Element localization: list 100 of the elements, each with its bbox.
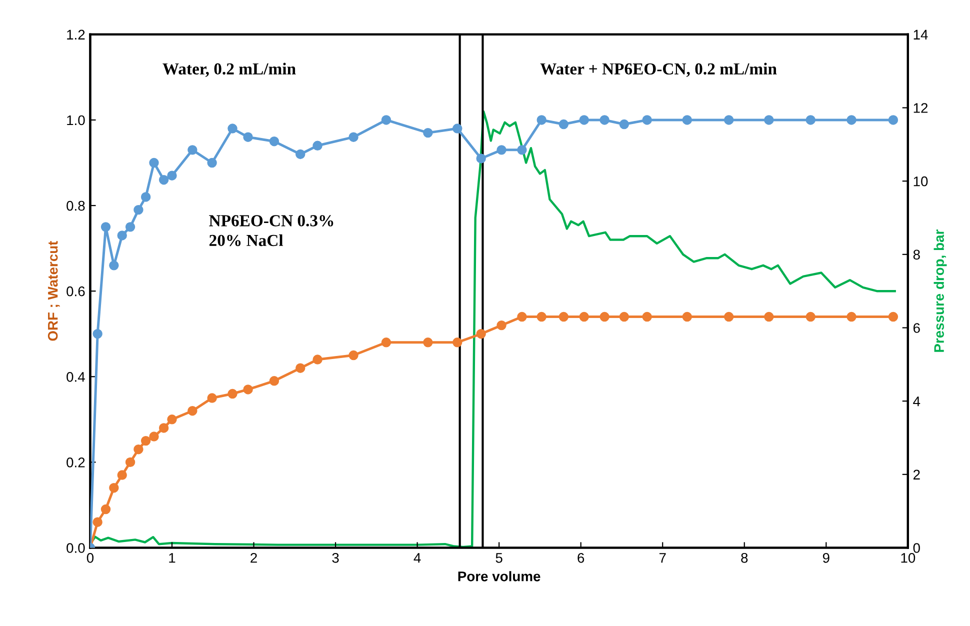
point (536, 312, 546, 322)
x-tick-label: 4 (414, 553, 421, 563)
point (228, 388, 238, 399)
point (846, 115, 856, 125)
point (207, 393, 217, 403)
point (452, 124, 462, 134)
point (125, 222, 136, 232)
y2-tick-label: 8 (913, 250, 920, 260)
x-tick-label: 9 (822, 552, 830, 563)
point (619, 312, 630, 322)
point (381, 115, 392, 125)
point (536, 115, 546, 125)
point (243, 132, 253, 142)
point (600, 312, 610, 322)
point (888, 312, 898, 322)
point (92, 329, 102, 339)
point (682, 115, 692, 125)
point (117, 470, 127, 480)
annotation: Water + NP6EO-CN, 0.2 mL/min (540, 62, 777, 77)
x-tick-label: 3 (332, 552, 339, 563)
point (92, 517, 102, 527)
x-tick-label: 6 (578, 552, 584, 563)
point (188, 145, 198, 155)
point (117, 230, 127, 240)
point (682, 312, 692, 322)
y2-axis-title: Pressure drop, bar (934, 230, 947, 352)
annotation: NP6EO-CN 0.3% 20% NaCl (209, 215, 334, 246)
point (806, 312, 816, 322)
point (109, 260, 119, 270)
x-tick-label: 7 (659, 553, 666, 563)
y-tick-label: 0.0 (66, 543, 85, 553)
point (167, 170, 177, 180)
point (243, 384, 253, 394)
point (846, 312, 856, 322)
point (228, 124, 238, 134)
point (642, 115, 652, 125)
point (134, 204, 144, 215)
point (296, 363, 306, 373)
x-tick-label: 10 (901, 552, 916, 563)
x-tick-label: 5 (496, 553, 502, 563)
point (296, 149, 306, 160)
y2-tick-label: 2 (913, 470, 920, 480)
y-tick-label: 0.4 (66, 372, 85, 382)
point (724, 115, 734, 125)
point (167, 414, 177, 424)
y2-tick-label: 6 (913, 323, 920, 333)
point (558, 119, 569, 130)
point (312, 140, 322, 151)
point (579, 312, 589, 322)
point (100, 504, 111, 514)
y-tick-label: 1.0 (67, 115, 85, 126)
y2-tick-label: 14 (914, 30, 928, 40)
point (149, 158, 159, 168)
point (724, 312, 734, 322)
point (158, 175, 169, 185)
point (269, 376, 280, 386)
y-tick-label: 0.8 (66, 200, 85, 211)
point (140, 436, 151, 446)
y2-tick-label: 0 (913, 543, 920, 553)
point (558, 312, 569, 322)
point (149, 432, 159, 442)
point (888, 115, 898, 125)
y-axis-title: ORF ; Watercut (48, 240, 60, 341)
y2-tick-label: 12 (914, 103, 928, 113)
point (764, 312, 774, 322)
point (134, 444, 144, 454)
point (100, 222, 111, 232)
point (125, 457, 136, 468)
point (806, 115, 816, 125)
annotation: Water, 0.2 mL/min (162, 62, 296, 77)
point (619, 119, 630, 130)
point (600, 115, 610, 125)
point (381, 338, 392, 348)
point (517, 312, 527, 322)
point (642, 312, 652, 322)
point (496, 145, 506, 155)
x-tick-label: 8 (741, 552, 748, 563)
point (348, 350, 358, 360)
point (188, 406, 198, 416)
y2-tick-label: 4 (913, 396, 920, 406)
point (764, 115, 774, 125)
point (496, 320, 506, 330)
point (109, 483, 119, 493)
point (348, 132, 358, 142)
y-tick-label: 1.2 (67, 30, 85, 40)
x-axis-title: Pore volume (458, 571, 540, 582)
point (207, 158, 217, 168)
point (423, 338, 433, 348)
point (476, 329, 486, 339)
point (517, 145, 527, 155)
x-tick-label: 0 (86, 552, 94, 563)
x-tick-label: 1 (169, 553, 176, 563)
x-tick-label: 2 (250, 552, 257, 563)
point (269, 136, 280, 146)
point (476, 154, 486, 164)
point (312, 354, 322, 364)
point (579, 115, 589, 125)
point (158, 423, 169, 433)
point (452, 338, 462, 348)
y-tick-label: 0.6 (66, 286, 85, 296)
